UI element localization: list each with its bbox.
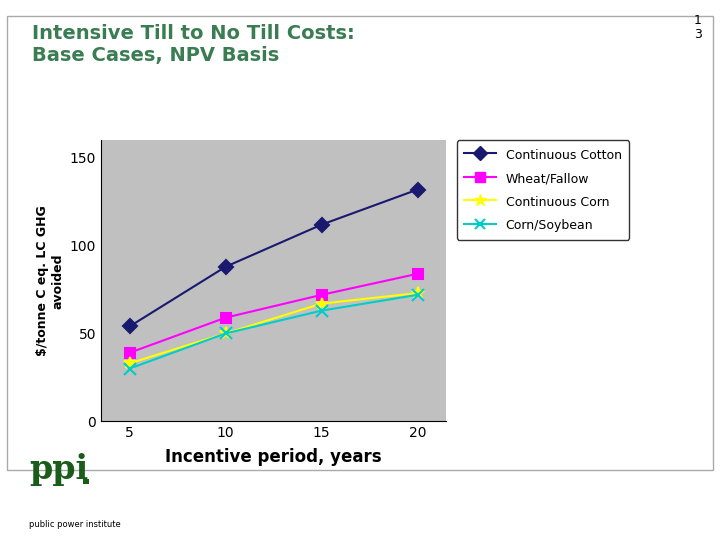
Text: TVA: TVA xyxy=(611,497,656,518)
Continuous Corn xyxy=(125,360,134,367)
Text: Base Cases, NPV Basis: Base Cases, NPV Basis xyxy=(32,46,279,65)
Corn/Soybean xyxy=(221,330,230,337)
Line: Corn/Soybean: Corn/Soybean xyxy=(124,289,423,374)
Line: Continuous Corn: Continuous Corn xyxy=(123,287,424,369)
Text: Intensive Till to No Till Costs:: Intensive Till to No Till Costs: xyxy=(32,24,355,43)
Wheat/Fallow xyxy=(318,292,326,298)
Wheat/Fallow xyxy=(221,314,230,321)
Continuous Corn xyxy=(221,330,230,337)
Legend: Continuous Cotton, Wheat/Fallow, Continuous Corn, Corn/Soybean: Continuous Cotton, Wheat/Fallow, Continu… xyxy=(456,140,629,240)
Continuous Cotton xyxy=(318,221,326,228)
Continuous Corn xyxy=(413,290,422,296)
Text: ppi: ppi xyxy=(29,453,88,486)
Line: Continuous Cotton: Continuous Cotton xyxy=(125,185,423,332)
Continuous Cotton xyxy=(413,186,422,193)
Text: 1
3: 1 3 xyxy=(694,14,702,42)
Wheat/Fallow xyxy=(413,271,422,277)
Continuous Corn xyxy=(318,300,326,307)
Corn/Soybean xyxy=(413,292,422,298)
Corn/Soybean xyxy=(125,365,134,372)
Wheat/Fallow xyxy=(125,349,134,356)
Continuous Cotton xyxy=(125,323,134,329)
Continuous Cotton xyxy=(221,264,230,270)
Text: public power institute: public power institute xyxy=(29,520,120,529)
Corn/Soybean xyxy=(318,307,326,314)
Y-axis label: $/tonne C eq. LC GHG
avoided: $/tonne C eq. LC GHG avoided xyxy=(36,205,64,356)
Line: Wheat/Fallow: Wheat/Fallow xyxy=(125,269,423,357)
X-axis label: Incentive period, years: Incentive period, years xyxy=(166,448,382,467)
